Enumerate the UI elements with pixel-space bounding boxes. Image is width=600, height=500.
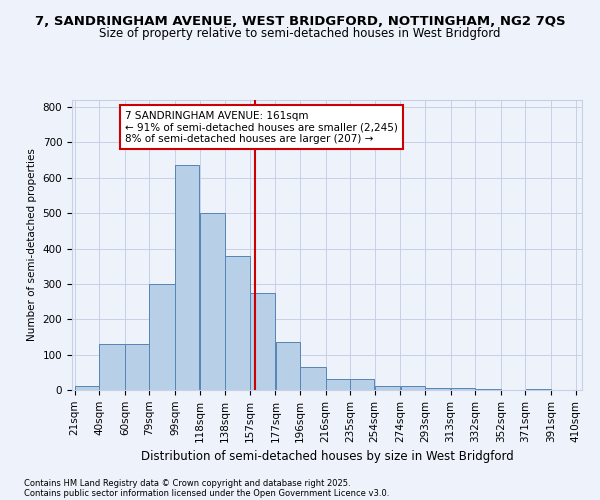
X-axis label: Distribution of semi-detached houses by size in West Bridgford: Distribution of semi-detached houses by … xyxy=(140,450,514,463)
Text: 7 SANDRINGHAM AVENUE: 161sqm
← 91% of semi-detached houses are smaller (2,245)
8: 7 SANDRINGHAM AVENUE: 161sqm ← 91% of se… xyxy=(125,110,398,144)
Bar xyxy=(300,367,326,390)
Bar xyxy=(226,256,250,390)
Bar xyxy=(250,292,275,390)
Bar xyxy=(326,380,350,390)
Text: Size of property relative to semi-detached houses in West Bridgford: Size of property relative to semi-detach… xyxy=(99,28,501,40)
Y-axis label: Number of semi-detached properties: Number of semi-detached properties xyxy=(27,148,37,342)
Text: Contains public sector information licensed under the Open Government Licence v3: Contains public sector information licen… xyxy=(24,488,389,498)
Bar xyxy=(350,380,374,390)
Bar xyxy=(175,166,199,390)
Bar xyxy=(275,342,300,390)
Bar xyxy=(149,284,175,390)
Bar xyxy=(200,213,225,390)
Bar xyxy=(375,386,400,390)
Bar xyxy=(75,386,99,390)
Text: 7, SANDRINGHAM AVENUE, WEST BRIDGFORD, NOTTINGHAM, NG2 7QS: 7, SANDRINGHAM AVENUE, WEST BRIDGFORD, N… xyxy=(35,15,565,28)
Bar xyxy=(99,344,125,390)
Bar xyxy=(425,388,451,390)
Bar xyxy=(451,388,475,390)
Text: Contains HM Land Registry data © Crown copyright and database right 2025.: Contains HM Land Registry data © Crown c… xyxy=(24,478,350,488)
Bar xyxy=(401,386,425,390)
Bar xyxy=(125,344,149,390)
